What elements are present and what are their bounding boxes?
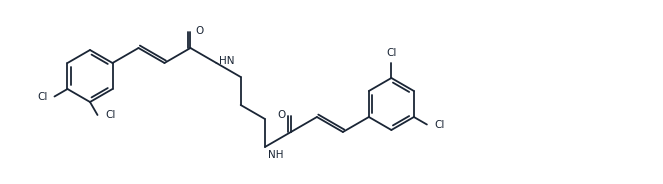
Text: Cl: Cl (105, 110, 116, 120)
Text: Cl: Cl (434, 119, 444, 130)
Text: NH: NH (268, 150, 284, 160)
Text: Cl: Cl (37, 91, 48, 102)
Text: HN: HN (219, 56, 235, 66)
Text: Cl: Cl (386, 48, 396, 58)
Text: O: O (196, 26, 204, 36)
Text: O: O (278, 110, 286, 120)
